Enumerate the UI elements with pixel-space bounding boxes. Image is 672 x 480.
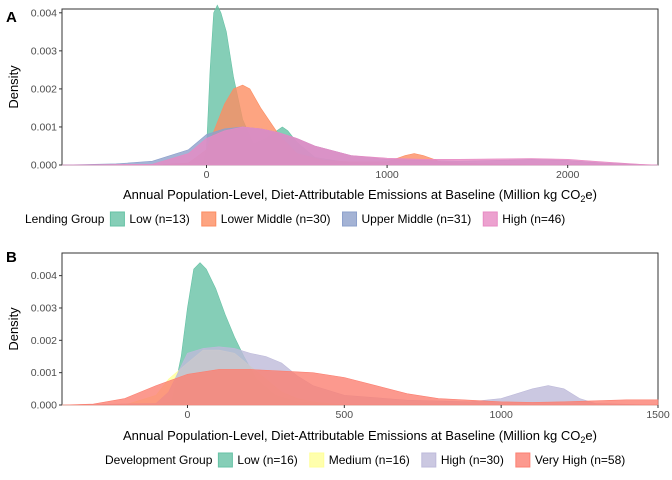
x-axis-title-main: Annual Population-Level, Diet-Attributab… <box>123 187 580 202</box>
x-axis-title-subscript: 2 <box>580 194 585 204</box>
density-area-2 <box>62 84 658 166</box>
legend-entry-label: High (n=46) <box>502 212 565 226</box>
x-tick-label: 1000 <box>375 169 399 181</box>
chart-panel-b: 0.000 0.001 0.002 0.003 0.004 0 500 1000 1500 Den… <box>6 249 670 468</box>
legend-key-swatch <box>109 211 125 227</box>
x-tick-label: 0 <box>185 409 191 421</box>
legend-entry-label: Upper Middle (n=31) <box>362 212 472 226</box>
y-tick-label: 0.000 <box>31 400 57 412</box>
legend-entry-label: High (n=30) <box>441 453 504 467</box>
y-tick-label: 0.003 <box>31 45 57 57</box>
x-tick-label: 0 <box>204 169 210 181</box>
legend-key-swatch <box>421 452 437 468</box>
density-area-4 <box>61 369 659 406</box>
legend-key-swatch <box>201 211 217 227</box>
y-tick-label: 0.000 <box>31 160 57 172</box>
density-area-4 <box>61 126 659 166</box>
legend-entry-label: Lower Middle (n=30) <box>221 212 331 226</box>
legend-entry-label: Low (n=13) <box>129 212 189 226</box>
x-axis-title: Annual Population-Level, Diet-Attributab… <box>123 187 597 204</box>
x-tick-label: 500 <box>336 409 354 421</box>
panel-label: B <box>6 249 17 266</box>
y-axis-title: Density <box>6 65 21 109</box>
y-tick-label: 0.001 <box>31 367 57 379</box>
legend-title: Lending Group <box>25 212 105 226</box>
legend-entry-label: Very High (n=58) <box>535 453 625 467</box>
x-axis-title-main: Annual Population-Level, Diet-Attributab… <box>123 428 580 443</box>
x-tick-label: 1000 <box>489 409 513 421</box>
x-axis-title-subscript: 2 <box>580 435 585 445</box>
legend-key-swatch <box>342 211 358 227</box>
x-tick-label: 1500 <box>646 409 670 421</box>
y-tick-label: 0.003 <box>31 302 57 314</box>
y-tick-label: 0.004 <box>31 7 57 19</box>
legend-key-swatch <box>515 452 531 468</box>
x-tick-label: 2000 <box>556 169 580 181</box>
legend-entry-label: Low (n=16) <box>237 453 297 467</box>
legend-title: Development Group <box>105 453 213 467</box>
y-tick-label: 0.001 <box>31 121 57 133</box>
legend-key-swatch <box>217 452 233 468</box>
legend-entry-label: Medium (n=16) <box>329 453 410 467</box>
panel-label: A <box>6 9 17 26</box>
y-axis-title: Density <box>6 307 21 351</box>
x-axis-title: Annual Population-Level, Diet-Attributab… <box>123 428 597 445</box>
density-area-1 <box>62 4 658 166</box>
legend-key-swatch <box>482 211 498 227</box>
y-tick-label: 0.002 <box>31 83 57 95</box>
legend-key-swatch <box>309 452 325 468</box>
legend: Lending Group Low (n=13) Lower Middle (n=3… <box>25 211 565 227</box>
legend: Development Group Low (n=16) Medium (n=16)… <box>105 452 625 468</box>
panel-border <box>61 8 659 166</box>
y-tick-label: 0.004 <box>31 270 57 282</box>
x-axis-title-end: e) <box>585 187 597 202</box>
chart-panel-a: 0.000 0.001 0.002 0.003 0.004 0 1000 2000 Densit… <box>6 4 659 227</box>
y-tick-label: 0.002 <box>31 335 57 347</box>
x-axis-title-end: e) <box>585 428 597 443</box>
